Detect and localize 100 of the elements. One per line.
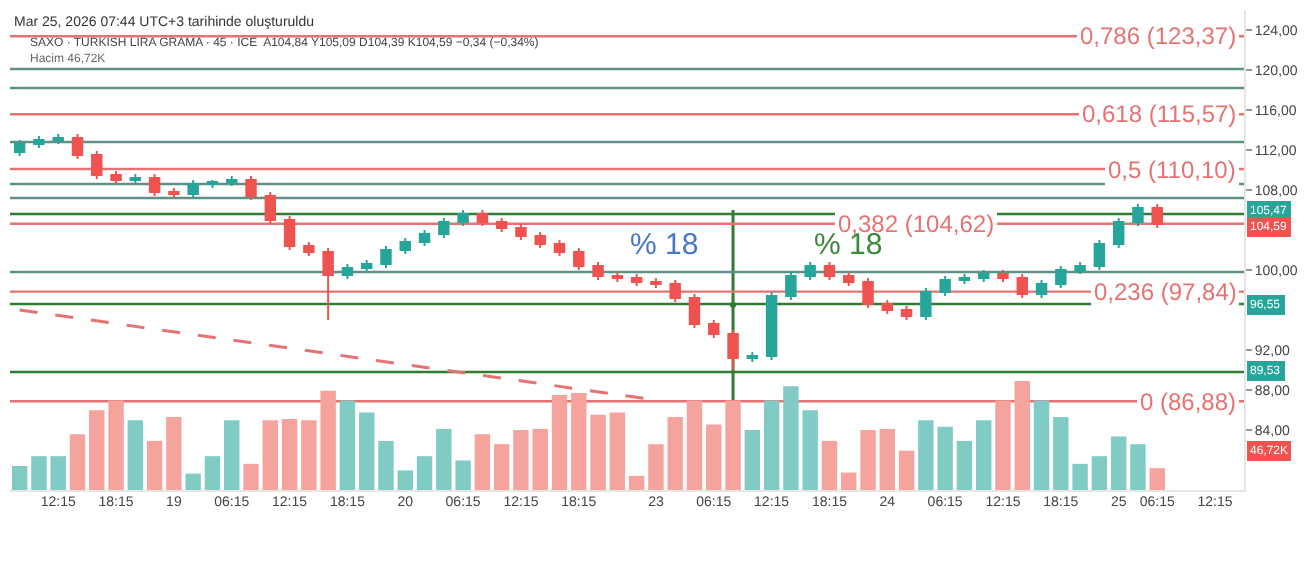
candlestick [804, 261, 816, 281]
bar [1110, 436, 1127, 490]
bar [127, 420, 144, 490]
bar [551, 395, 568, 490]
bar [686, 400, 703, 490]
candlestick [823, 261, 836, 281]
candlestick [245, 175, 257, 201]
candlestick [457, 209, 469, 227]
candlestick [71, 133, 84, 160]
candlestick [688, 293, 701, 329]
candlestick [360, 259, 373, 273]
candlestick [438, 217, 450, 239]
candlestick [630, 273, 643, 287]
candlestick [611, 271, 624, 283]
bar [532, 428, 548, 490]
candlestick [1016, 273, 1028, 299]
bar [89, 410, 105, 490]
candlestick [977, 269, 990, 283]
bar [821, 440, 838, 490]
bar [50, 456, 66, 490]
candlestick [264, 191, 277, 225]
bar [898, 450, 915, 490]
candlestick [399, 237, 411, 255]
bar [204, 456, 221, 490]
candlestick [495, 217, 508, 233]
candlestick [91, 150, 103, 180]
bar [667, 416, 683, 490]
candlestick [958, 273, 971, 285]
bar [474, 434, 491, 490]
bar [648, 444, 664, 490]
ref-line-label: 0,5 (110,10) [1108, 156, 1236, 184]
candlestick [1112, 217, 1125, 249]
bar [185, 473, 201, 490]
candlestick [843, 271, 855, 287]
candlestick [33, 135, 45, 149]
candlestick [1132, 203, 1144, 227]
candlestick [708, 319, 720, 339]
ref-line-label: 0,382 (104,62) [838, 210, 995, 238]
candlestick [881, 299, 894, 315]
bar [224, 420, 240, 490]
candlestick [534, 231, 546, 249]
bar [609, 412, 626, 490]
annotation: % 18 [630, 228, 699, 262]
candlestick [997, 269, 1009, 283]
candlestick [110, 170, 122, 185]
candlestick [380, 245, 392, 269]
bar [378, 440, 394, 490]
candlestick [129, 173, 142, 185]
bar [1033, 400, 1050, 490]
candlestick [52, 133, 64, 145]
candlestick [592, 261, 604, 281]
bar [1130, 444, 1146, 490]
bar [243, 463, 259, 490]
candlestick [148, 173, 161, 197]
bar [339, 400, 356, 490]
ref-line-label: 0,786 (123,37) [1080, 22, 1237, 50]
candlestick [283, 215, 296, 251]
candlestick [322, 247, 334, 321]
bar [976, 420, 992, 490]
bar [11, 466, 28, 490]
candlestick [650, 277, 662, 289]
candlestick [900, 305, 913, 321]
bar [397, 470, 413, 490]
bar [513, 430, 529, 490]
candlestick [862, 277, 874, 309]
candlestick [669, 279, 681, 303]
bar [1014, 380, 1030, 490]
bar [281, 419, 298, 490]
candlestick [226, 175, 238, 187]
candlestick [1035, 279, 1048, 299]
bar [1091, 456, 1108, 490]
bar [108, 400, 124, 490]
candlestick [418, 229, 431, 247]
candlestick [476, 209, 489, 227]
candlestick [765, 291, 778, 361]
bar [956, 440, 973, 490]
candlestick [727, 329, 739, 371]
ref-line-label: 0,618 (115,57) [1082, 100, 1237, 128]
candlestick [515, 223, 527, 241]
candlestick [746, 351, 759, 363]
bar [493, 444, 510, 490]
candlestick [1055, 265, 1067, 289]
candlestick [303, 241, 315, 257]
candlestick [13, 139, 26, 157]
bar [744, 430, 761, 490]
bar [860, 430, 876, 490]
bar [359, 412, 375, 490]
bar [166, 416, 182, 490]
bar [995, 400, 1011, 490]
candlestick [553, 239, 566, 257]
ref-line-label: 0,236 (97,84) [1094, 278, 1237, 306]
bar [69, 434, 86, 490]
candlestick [920, 287, 932, 321]
candlestick [168, 187, 180, 199]
candlestick [1093, 239, 1106, 271]
bar [416, 456, 433, 490]
bar [706, 424, 722, 490]
bar [841, 472, 857, 490]
candlestick [1074, 261, 1086, 275]
ref-line-label: 0 (86,88) [1140, 388, 1237, 416]
